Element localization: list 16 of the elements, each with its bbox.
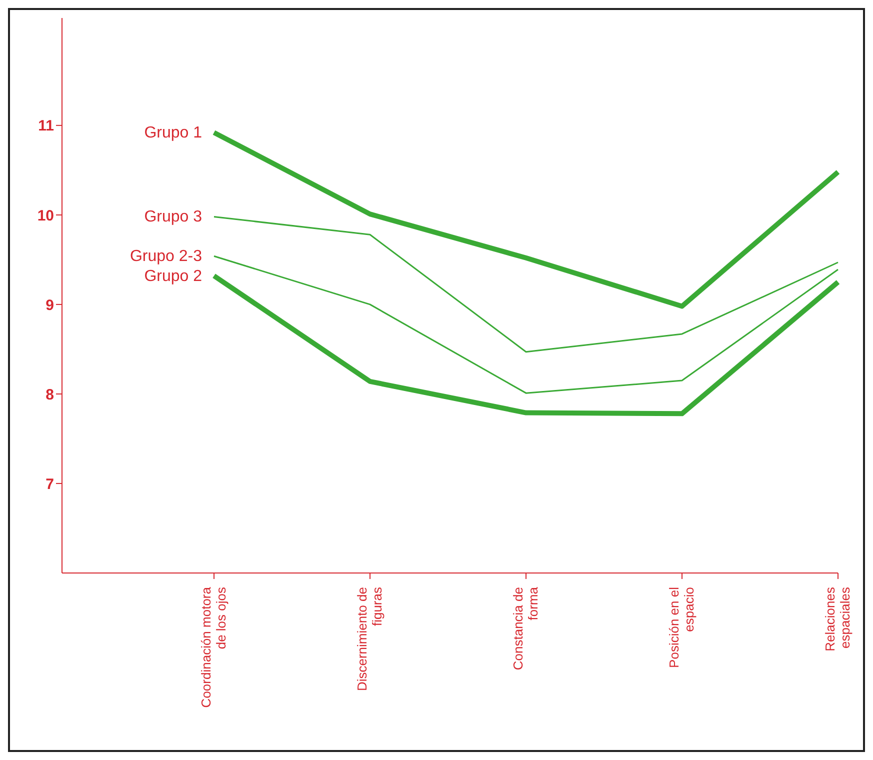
series-label: Grupo 3 [144,208,202,226]
line-series [213,255,839,394]
x-tick-label: Posición en el espacio [666,586,696,668]
x-tick-label: Constancia de forma [510,586,540,670]
x-tick-label: Relaciones espaciales [822,586,852,652]
y-tick-label: 7 [46,476,54,493]
series-label: Grupo 1 [144,124,202,142]
y-tick-label: 9 [46,296,54,314]
y-tick-label: 11 [38,118,54,135]
series-label: Grupo 2-3 [130,248,202,266]
x-tick-label: Coordinación motora de los ojos [198,586,228,708]
y-tick-label: 8 [46,386,54,404]
series-label: Grupo 2 [144,268,202,285]
line-series [213,216,839,353]
x-tick-label: Discernimiento de figuras [354,586,384,692]
y-tick-label: 10 [37,207,54,224]
